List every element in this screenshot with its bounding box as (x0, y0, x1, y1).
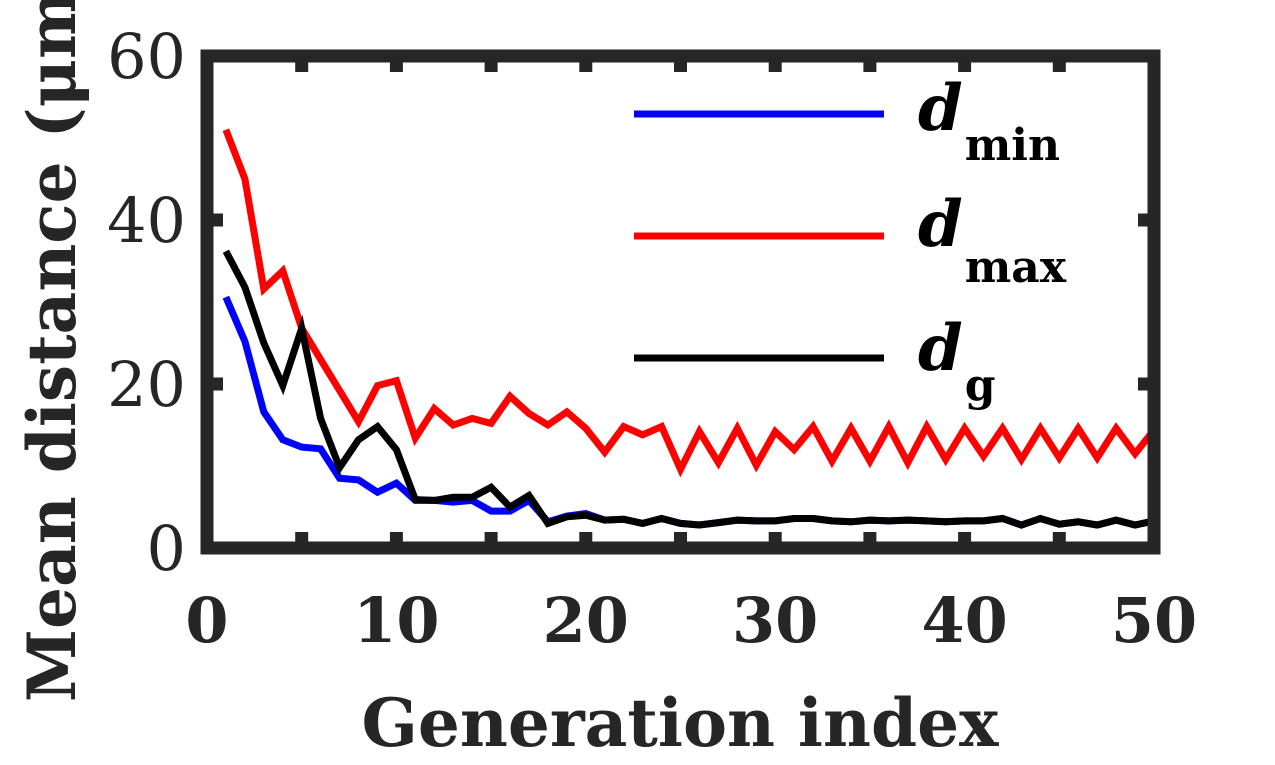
plot-frame (200, 49, 1161, 555)
legend: dmin dmax dg (634, 71, 1067, 411)
series-line-g (222, 249, 1155, 529)
legend-label-g: dg (918, 311, 996, 411)
y-axis-title: Mean distance (μm) (13, 0, 91, 702)
x-tick-label: 30 (732, 584, 818, 657)
legend-label-g-main: d (918, 311, 963, 386)
legend-label-g-sub: g (965, 360, 996, 411)
x-tick-label: 40 (921, 584, 1007, 657)
y-tick-label: 40 (107, 184, 186, 257)
legend-label-max-sub: max (965, 242, 1067, 293)
legend-label-min-sub: min (965, 120, 1060, 171)
legend-label-max: dmax (918, 187, 1067, 293)
x-tick-label: 10 (353, 584, 439, 657)
x-tick-label: 20 (543, 584, 629, 657)
x-tick-label: 50 (1111, 584, 1197, 657)
legend-entry-max: dmax (634, 187, 1067, 293)
x-tick-labels: 0 10 20 30 40 50 (185, 584, 1197, 657)
legend-entry-min: dmin (634, 71, 1060, 171)
series-lines (222, 128, 1157, 529)
legend-label-min-main: d (918, 71, 963, 146)
y-tick-label: 60 (107, 20, 186, 93)
y-tick-labels: 0 20 40 60 (107, 20, 186, 585)
x-tick-label: 0 (185, 584, 228, 657)
legend-entry-g: dg (634, 311, 996, 411)
x-axis-title: Generation index (362, 684, 1000, 762)
legend-label-max-main: d (918, 187, 963, 262)
y-tick-label: 0 (147, 512, 186, 585)
y-tick-label: 20 (107, 348, 186, 421)
series-line-max (222, 128, 1157, 478)
legend-label-min: dmin (918, 71, 1060, 171)
